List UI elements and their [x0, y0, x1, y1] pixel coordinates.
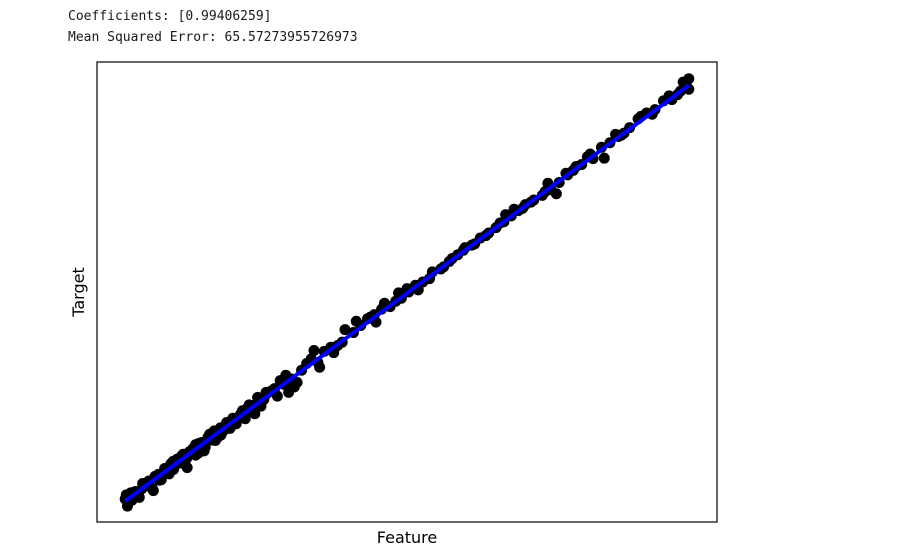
data-point [181, 462, 193, 474]
data-point [198, 445, 210, 457]
y-axis-label: Target [69, 267, 88, 318]
data-point [350, 315, 362, 327]
x-axis-label: Feature [377, 528, 437, 547]
data-point [280, 369, 292, 381]
regression-line [123, 83, 691, 503]
data-point [550, 188, 562, 200]
data-point [339, 324, 351, 336]
data-point [598, 152, 610, 164]
fit-line-layer [123, 83, 691, 503]
data-point [283, 386, 295, 398]
data-point [314, 361, 326, 373]
data-point [249, 408, 261, 420]
data-point [308, 345, 320, 357]
data-point [147, 485, 159, 497]
mse-text: Mean Squared Error: 65.57273955726973 [68, 30, 358, 45]
coefficients-text: Coefficients: [0.99406259] [68, 9, 272, 24]
